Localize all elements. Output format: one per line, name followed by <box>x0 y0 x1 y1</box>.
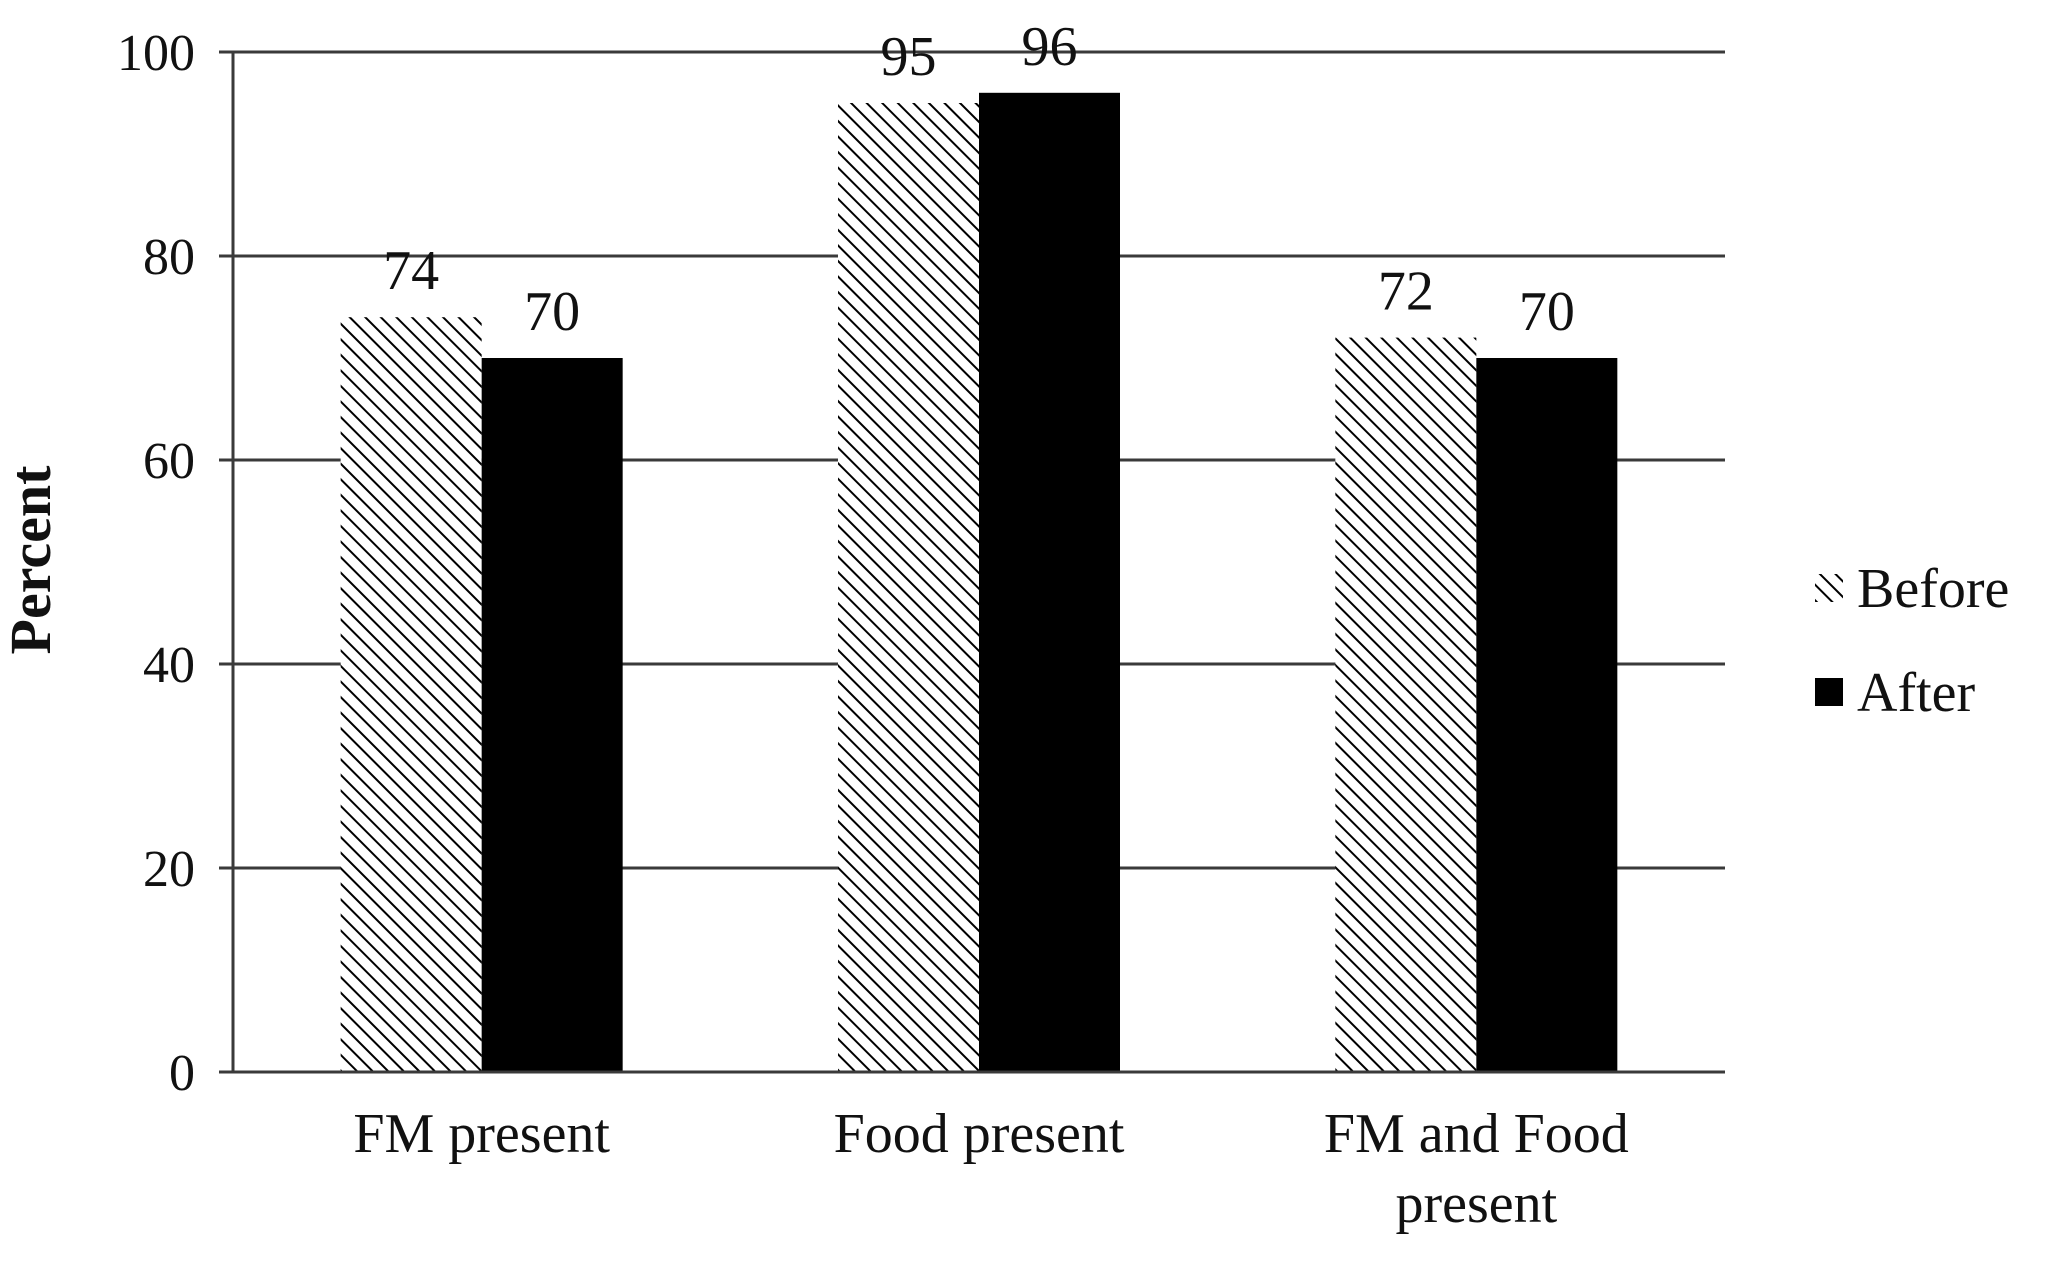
y-tick-label: 100 <box>117 25 195 82</box>
data-label-before-1: 95 <box>881 26 937 88</box>
x-category-labels: FM present Food present FM and Food present <box>353 1103 1628 1235</box>
y-tick-label: 0 <box>169 1045 195 1102</box>
x-category-label: FM and Food <box>1324 1103 1629 1165</box>
x-category-label: present <box>1395 1173 1557 1235</box>
y-tick-label: 20 <box>143 841 195 898</box>
y-tick-labels: 0 20 40 60 80 100 <box>117 25 195 1102</box>
y-tick-label: 60 <box>143 433 195 490</box>
legend-swatch-after <box>1815 678 1843 706</box>
x-category-label: FM present <box>353 1103 610 1165</box>
bar-after-2 <box>1476 358 1618 1072</box>
bars <box>340 92 1618 1073</box>
bar-before-2 <box>1335 337 1477 1073</box>
legend-label-before: Before <box>1857 558 2009 620</box>
y-tick-label: 80 <box>143 229 195 286</box>
data-labels: 74 70 95 96 72 70 <box>383 16 1575 343</box>
data-label-before-0: 74 <box>383 240 439 302</box>
bar-after-1 <box>979 92 1120 1073</box>
y-tick-label: 40 <box>143 637 195 694</box>
data-label-after-1: 96 <box>1022 16 1078 78</box>
bar-before-0 <box>340 317 482 1072</box>
x-category-label: Food present <box>834 1103 1125 1165</box>
data-label-before-2: 72 <box>1378 261 1434 323</box>
y-axis-title: Percent <box>0 465 63 655</box>
data-label-after-0: 70 <box>524 281 580 343</box>
legend-label-after: After <box>1857 662 1976 724</box>
data-label-after-2: 70 <box>1519 281 1575 343</box>
axes <box>219 50 1725 1074</box>
legend-swatch-before <box>1815 574 1843 602</box>
bar-before-1 <box>838 103 979 1072</box>
bar-after-0 <box>481 358 623 1072</box>
legend: Before After <box>1815 558 2009 724</box>
